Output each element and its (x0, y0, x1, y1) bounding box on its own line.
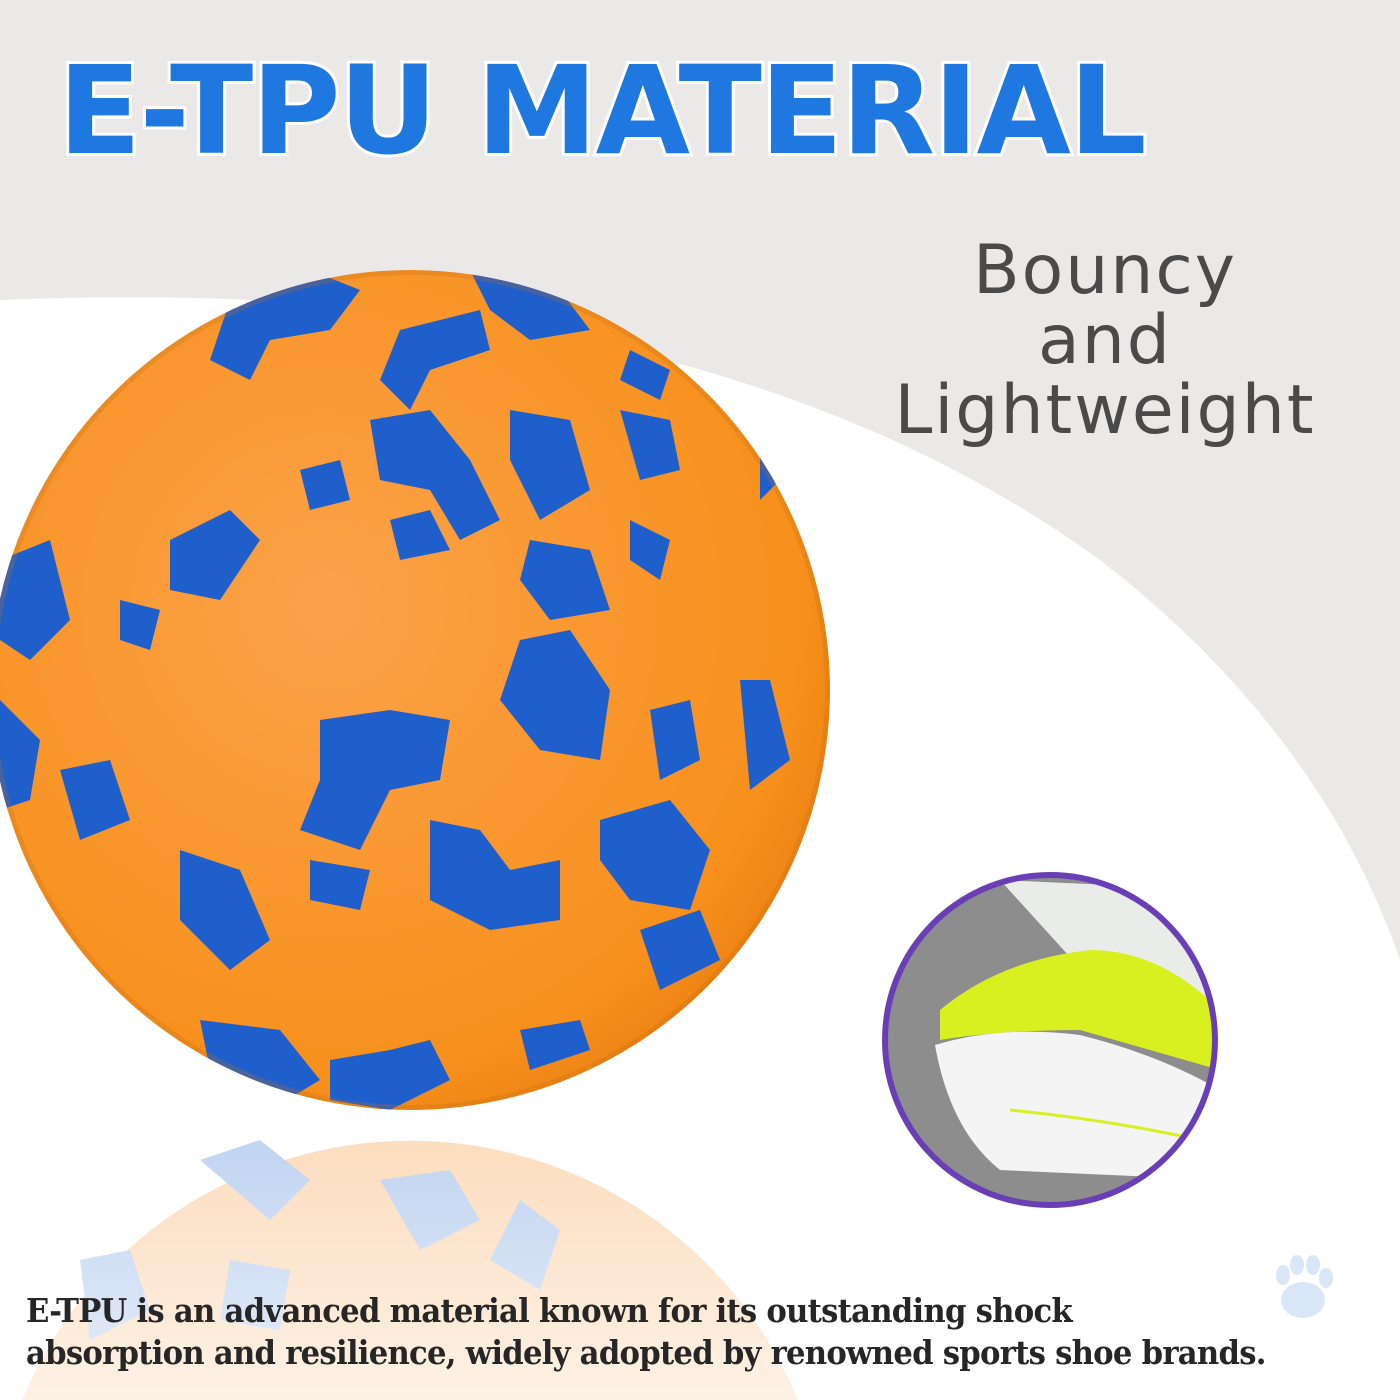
feature-line-3: Lightweight (894, 371, 1316, 450)
ball-reflection (0, 1130, 900, 1400)
headline: E-TPU MATERIAL (55, 37, 1150, 185)
description-line-1: E-TPU is an advanced material known for … (26, 1291, 1073, 1330)
description: E-TPU is an advanced material known for … (26, 1290, 1266, 1374)
feature-line-2: and (1038, 301, 1172, 380)
feature-callout: Bouncy and Lightweight (870, 236, 1340, 446)
paw-print-icon (1276, 1255, 1333, 1318)
etpu-ball (0, 270, 830, 1110)
feature-line-1: Bouncy (972, 231, 1238, 310)
inset-border (882, 872, 1218, 1208)
description-line-2: absorption and resilience, widely adopte… (26, 1333, 1266, 1372)
shoe-inset (885, 875, 1215, 1205)
